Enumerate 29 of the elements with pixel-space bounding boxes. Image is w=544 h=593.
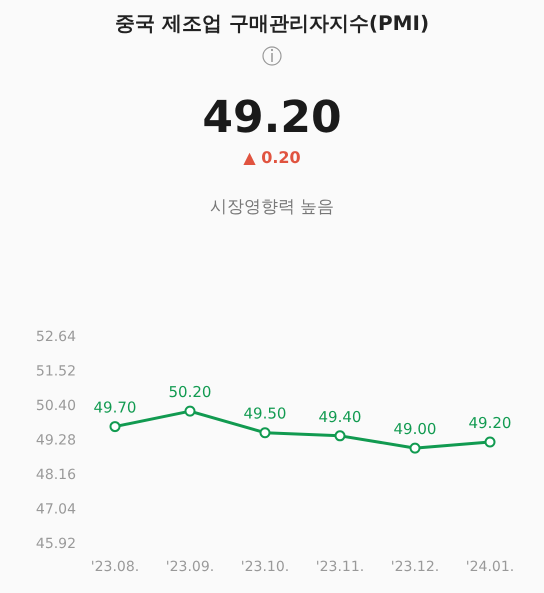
y-tick-label: 50.40: [36, 398, 76, 414]
y-tick-label: 45.92: [36, 536, 76, 552]
point: [484, 436, 496, 448]
x-tick-label: '23.11.: [316, 559, 364, 575]
text: 시장영향력 높음: [210, 197, 334, 217]
data-label: 49.50: [244, 404, 286, 423]
data-label: 49.00: [394, 420, 436, 438]
point: [184, 406, 196, 417]
point: [110, 421, 120, 432]
text: 49.20: [202, 92, 342, 143]
data-label: 49.40: [318, 408, 362, 426]
point: [334, 430, 346, 442]
y-tick-label: 51.52: [36, 364, 76, 380]
x-tick-label: '23.08.: [90, 559, 140, 575]
point: [260, 427, 270, 438]
data-label: 50.20: [168, 383, 212, 402]
y-tick-label: 49.28: [36, 432, 76, 448]
y-tick-label: 52.64: [36, 329, 76, 345]
x-tick-label: '23.10.: [240, 559, 290, 575]
x-tick-label: '23.12.: [390, 559, 440, 575]
data-label: 49.70: [94, 398, 136, 417]
x-tick-label: '24.01.: [466, 559, 514, 575]
y-tick-label: 48.16: [36, 467, 76, 483]
data-label: 49.20: [468, 414, 512, 432]
point: [410, 442, 420, 454]
x-tick-label: '23.09.: [166, 559, 214, 575]
text: ▲ 0.20: [243, 148, 301, 167]
chart-title: 중국 제조업 구매관리자지수(PMI): [114, 11, 430, 35]
y-tick-label: 47.04: [36, 502, 76, 518]
